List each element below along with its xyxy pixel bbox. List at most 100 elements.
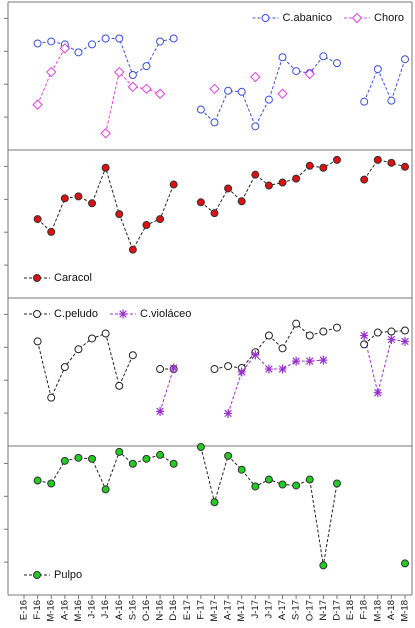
data-point [59,43,71,54]
data-point [154,88,166,99]
data-point [156,406,165,416]
legend-label: Caracol [54,272,92,284]
data-point [169,180,178,189]
legend-item: Caracol [24,272,92,284]
x-tick-label: F-18 [359,600,370,620]
series-line [38,447,405,565]
data-point [319,163,328,172]
x-tick-label: J-16 [100,600,111,618]
data-point [196,198,205,207]
data-point [319,52,328,61]
data-point [305,161,314,170]
data-point [128,351,137,360]
legend-label: C.peludo [54,308,98,320]
legend-item: Pulpo [24,569,82,581]
data-point [304,68,315,80]
data-point [373,155,382,164]
data-point [319,355,328,365]
data-point [224,451,233,460]
data-point [373,328,382,337]
data-point [292,67,301,76]
x-tick-label: M-18 [400,600,411,622]
data-point [74,48,83,57]
legend-item: C.violáceo [110,308,191,320]
data-point [278,364,287,374]
legend-marker [261,14,270,22]
x-tick-label: O-16 [141,600,152,621]
x-tick-label: O-17 [304,600,315,621]
data-point [60,363,69,372]
data-point [169,34,178,43]
data-point [74,453,83,462]
data-point [401,326,409,335]
series-line [37,322,406,400]
data-point [128,245,137,254]
x-tick-label: S-16 [127,600,138,620]
data-point [74,345,83,354]
x-tick-label: E-16 [19,600,30,620]
data-point [115,381,124,390]
data-point [127,81,139,93]
data-point [142,454,151,463]
data-point [278,480,287,489]
data-point [142,62,151,71]
data-point [196,105,205,114]
data-point [60,194,69,203]
legend: C.abanico Choro [252,12,404,24]
data-point [401,559,409,568]
data-point [33,39,42,48]
data-point [264,475,273,484]
data-point [332,59,341,68]
data-point [237,87,246,96]
data-point [292,174,301,183]
data-point [360,175,369,184]
x-tick-label: M-16 [73,600,84,622]
data-point [319,327,328,336]
data-point [32,99,43,110]
data-point [196,443,205,451]
data-point [60,456,69,465]
data-point [264,181,273,190]
data-point [169,459,178,468]
data-point [387,334,396,344]
data-point [292,356,301,366]
data-point [88,199,97,208]
data-point [237,197,246,206]
data-point [292,481,301,490]
data-point [88,40,97,49]
data-point [74,192,83,201]
data-point [251,482,260,491]
data-point [142,220,151,229]
data-point [332,155,341,164]
legend-marker [33,310,41,318]
data-point [33,476,42,485]
data-point [360,97,369,106]
data-point [251,350,260,360]
x-tick-label: E-17 [182,600,193,620]
data-point [237,367,246,377]
x-tick-label: E-18 [345,600,356,620]
data-point [305,356,314,366]
data-point [156,37,165,46]
data-point [128,71,137,80]
data-point [169,363,178,373]
data-point [264,364,273,374]
data-point [305,475,314,484]
data-point [278,53,287,62]
data-point [278,344,287,353]
data-point [387,158,396,167]
data-point [47,393,56,402]
data-point [115,34,124,43]
series-line [38,48,310,133]
data-point [115,210,124,219]
x-tick-label: J-17 [263,600,274,618]
x-tick-label: A-16 [59,600,70,620]
legend: C.peludo C.violáceo [24,308,191,320]
data-point [250,71,261,83]
data-point [46,66,57,78]
x-tick-label: A-18 [386,600,397,620]
data-point [101,329,110,338]
data-point [224,408,233,418]
x-tick-label: A-16 [114,600,125,620]
